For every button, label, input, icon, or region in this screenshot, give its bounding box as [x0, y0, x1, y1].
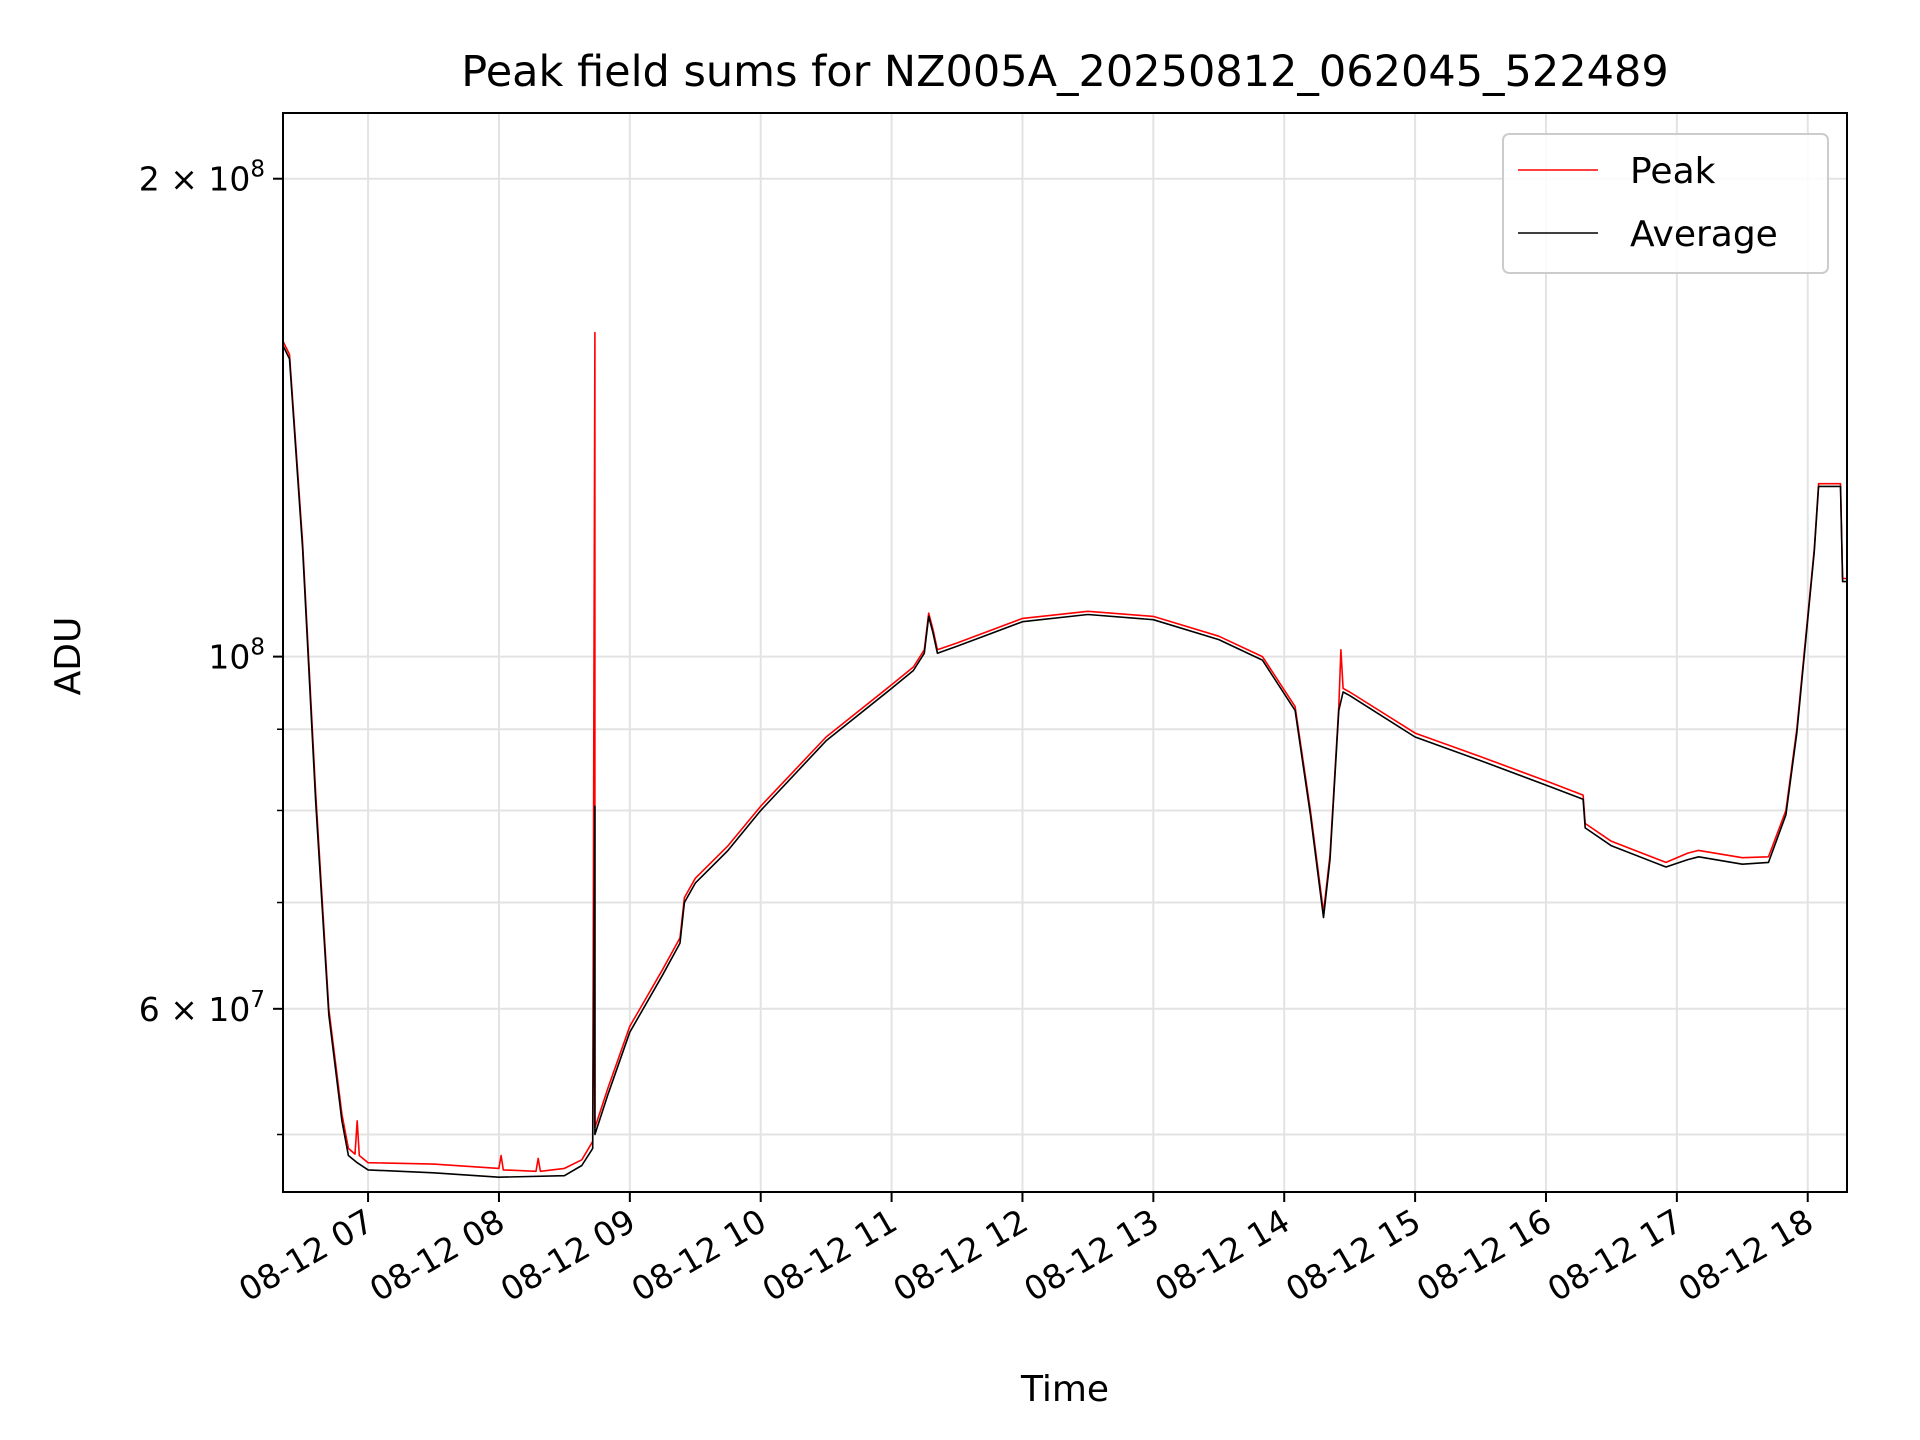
y-tick-label-exponent: 8 [250, 157, 265, 183]
y-tick-label-exponent: 8 [250, 635, 265, 661]
y-tick-label-base: 6 × 10 [139, 990, 251, 1029]
y-tick-label-base: 2 × 10 [139, 160, 251, 199]
y-tick-label: 6 × 107 [139, 987, 265, 1029]
chart-title: Peak field sums for NZ005A_20250812_0620… [461, 47, 1668, 97]
y-tick-label: 108 [208, 635, 265, 677]
legend-box [1502, 133, 1829, 274]
y-tick-label-base: 10 [208, 638, 250, 677]
legend-label-peak: Peak [1630, 151, 1716, 192]
y-tick-label: 2 × 108 [139, 157, 265, 199]
x-axis-label: Time [1020, 1369, 1109, 1410]
y-axis-label: ADU [48, 617, 89, 696]
series-line-average [283, 345, 1847, 1178]
plot-frame [282, 112, 1848, 1193]
data-series [283, 128, 1847, 1178]
legend-label-average: Average [1630, 214, 1778, 255]
legend: Peak Average [1502, 133, 1829, 274]
y-tick-label-exponent: 7 [250, 987, 265, 1013]
